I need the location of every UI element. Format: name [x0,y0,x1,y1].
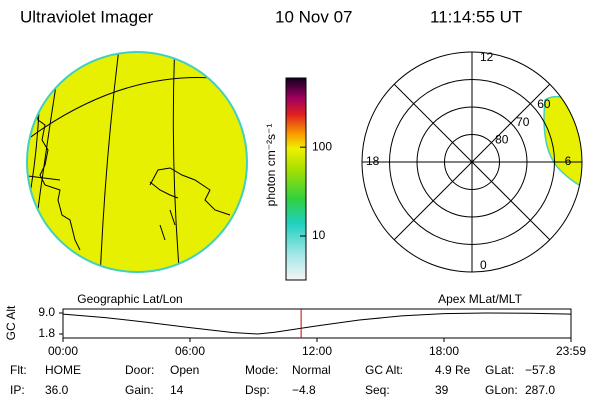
mlt-label: 6 [565,154,572,168]
status-label: Dsp: [245,383,270,397]
colorbar-label: photon cm⁻²s⁻¹ [264,124,278,207]
status-label: GC Alt: [365,363,403,377]
title: Ultraviolet Imager [20,7,154,26]
status-label: GLon: [485,383,518,397]
status-label: Seq: [365,383,390,397]
polar-ring-label: 80 [495,132,509,146]
y-tick-label: 9.0 [38,305,55,319]
altitude-line [62,312,572,335]
status-label: IP: [10,383,25,397]
status-value: 39 [435,383,449,397]
x-tick-label: 18:00 [429,344,459,358]
status-label: Flt: [10,363,27,377]
x-tick-label: 06:00 [175,344,205,358]
status-value: −4.8 [292,383,316,397]
date: 10 Nov 07 [275,7,353,26]
x-tick-label: 23:59 [556,344,586,358]
polar-ring-label: 60 [537,97,551,111]
status-value: 36.0 [45,383,69,397]
status-value: HOME [45,363,81,377]
polar-plot [361,51,583,273]
mlt-label: 12 [480,50,494,64]
status-value: Open [170,363,199,377]
polar-ring [389,79,555,245]
x-tick-label: 00:00 [48,344,78,358]
status-value: 14 [170,383,184,397]
status-label: GLat: [485,363,514,377]
status-label: Mode: [245,363,278,377]
status-value: 4.9 Re [435,363,471,377]
y-axis-label: GC Alt [4,305,18,340]
map-title: Geographic Lat/Lon [77,292,182,306]
polar-ring-label: 70 [516,115,530,129]
polar-title: Apex MLat/MLT [438,292,522,306]
status-value: 287.0 [525,383,555,397]
status-label: Door: [125,363,154,377]
geographic-map [26,51,248,273]
x-tick-label: 12:00 [302,344,332,358]
status-value: Normal [292,363,331,377]
y-tick-label: 1.8 [38,326,55,340]
status-label: Gain: [125,383,154,397]
colorbar-tick-label: 10 [312,228,326,242]
mlt-label: 18 [366,154,380,168]
polar-ring [416,106,528,218]
polar-ring [444,134,500,190]
status-value: −57.8 [525,363,556,377]
mlt-label: 0 [480,258,487,272]
colorbar-tick-label: 100 [312,139,332,153]
colorbar [285,77,307,281]
time: 11:14:55 UT [430,7,522,26]
